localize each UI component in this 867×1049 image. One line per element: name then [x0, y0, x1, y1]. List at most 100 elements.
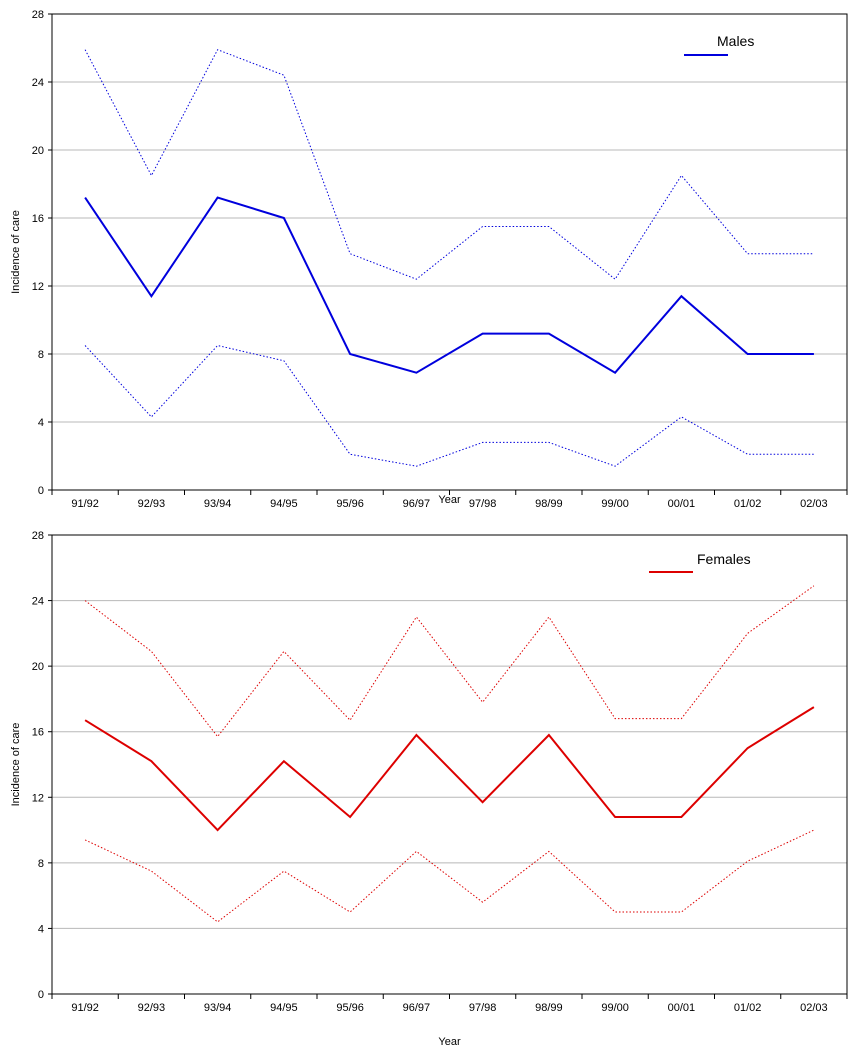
data-point-lower [349, 911, 352, 914]
data-point-estimate [216, 196, 219, 199]
data-point-lower [680, 911, 683, 914]
legend-label: Females [697, 551, 751, 567]
data-point-estimate [349, 353, 352, 356]
data-point-lower [150, 870, 153, 873]
data-point-lower [481, 901, 484, 904]
y-tick-label: 24 [32, 596, 44, 608]
x-tick-label: 92/93 [138, 498, 166, 510]
x-tick-label: 94/95 [270, 498, 298, 510]
data-point-lower [547, 850, 550, 853]
data-point-upper [349, 719, 352, 722]
data-point-estimate [415, 371, 418, 374]
data-point-upper [614, 717, 617, 720]
data-point-estimate [349, 815, 352, 818]
chart-panel-1: 0 4 8 12 16 20 24 28 91/92 92/93 93/94 94/95 95/96 96… [10, 530, 848, 1048]
x-tick-label: 92/93 [138, 1002, 166, 1014]
x-axis-label: Year [438, 1036, 461, 1048]
data-point-estimate [614, 371, 617, 374]
data-point-upper [415, 615, 418, 618]
x-tick-label: 91/92 [71, 1002, 99, 1014]
y-tick-label: 4 [38, 417, 44, 429]
data-point-lower [216, 344, 219, 347]
y-tick-label: 12 [32, 281, 44, 293]
data-point-upper [282, 650, 285, 653]
data-point-estimate [680, 295, 683, 298]
data-point-upper [680, 174, 683, 177]
data-point-upper [547, 615, 550, 618]
data-point-lower [614, 911, 617, 914]
data-point-upper [547, 225, 550, 228]
data-point-estimate [614, 815, 617, 818]
plot-area-frame [51, 534, 848, 995]
x-tick-label: 93/94 [204, 498, 232, 510]
y-tick-label: 0 [38, 485, 44, 497]
data-point-estimate [84, 719, 87, 722]
data-point-lower [481, 441, 484, 444]
x-tick-label: 95/96 [336, 1002, 364, 1014]
data-point-lower [812, 453, 815, 456]
y-tick-label: 20 [32, 145, 44, 157]
legend-label: Males [717, 33, 754, 49]
series-line-upper [84, 585, 815, 738]
y-tick-label: 16 [32, 213, 44, 225]
data-point-estimate [481, 332, 484, 335]
data-point-upper [415, 278, 418, 281]
x-tick-label: 93/94 [204, 1002, 232, 1014]
y-tick-label: 12 [32, 792, 44, 804]
y-tick-label: 24 [32, 77, 44, 89]
x-tick-label: 95/96 [336, 498, 364, 510]
data-point-estimate [547, 332, 550, 335]
x-tick-label: 97/98 [469, 498, 497, 510]
data-point-upper [216, 48, 219, 51]
x-tick-label: 91/92 [71, 498, 99, 510]
data-point-upper [84, 599, 87, 602]
data-point-upper [812, 584, 815, 587]
data-point-lower [746, 453, 749, 456]
x-tick-label: 02/03 [800, 1002, 828, 1014]
data-point-estimate [216, 829, 219, 832]
data-point-estimate [680, 815, 683, 818]
x-tick-label: 98/99 [535, 1002, 563, 1014]
x-tick-label: 02/03 [800, 498, 828, 510]
data-point-upper [812, 252, 815, 255]
data-point-upper [349, 252, 352, 255]
y-tick-label: 0 [38, 989, 44, 1001]
x-tick-label: 99/00 [601, 498, 629, 510]
data-point-estimate [150, 760, 153, 763]
x-tick-label: 96/97 [403, 498, 431, 510]
chart-panel-0: 0 4 8 12 16 20 24 28 91/92 92/93 93/94 94/95 95/96 96… [10, 9, 848, 510]
y-axis-label: Incidence of care [10, 210, 22, 294]
y-tick-label: 28 [32, 530, 44, 542]
data-point-upper [150, 650, 153, 653]
data-point-estimate [481, 801, 484, 804]
data-point-lower [746, 860, 749, 863]
data-point-lower [84, 838, 87, 841]
data-point-lower [812, 829, 815, 832]
series-line-estimate [84, 706, 815, 832]
x-tick-label: 01/02 [734, 1002, 762, 1014]
data-point-estimate [282, 760, 285, 763]
series-line-upper [84, 49, 814, 280]
x-tick-label: 00/01 [668, 498, 696, 510]
data-point-estimate [84, 196, 87, 199]
data-point-upper [614, 278, 617, 281]
data-point-estimate [746, 747, 749, 750]
y-tick-label: 8 [38, 858, 44, 870]
data-point-upper [680, 717, 683, 720]
data-point-estimate [415, 733, 418, 736]
data-point-estimate [282, 217, 285, 220]
x-axis-label: Year [438, 494, 461, 506]
data-point-lower [547, 441, 550, 444]
data-point-estimate [812, 706, 815, 709]
data-point-lower [216, 920, 219, 923]
data-point-lower [415, 850, 418, 853]
data-point-upper [746, 252, 749, 255]
x-tick-label: 99/00 [601, 1002, 629, 1014]
data-point-upper [481, 225, 484, 228]
series-line-lower [84, 344, 814, 467]
data-point-lower [150, 415, 153, 418]
x-tick-label: 96/97 [403, 1002, 431, 1014]
x-tick-label: 98/99 [535, 498, 563, 510]
data-point-estimate [150, 295, 153, 298]
